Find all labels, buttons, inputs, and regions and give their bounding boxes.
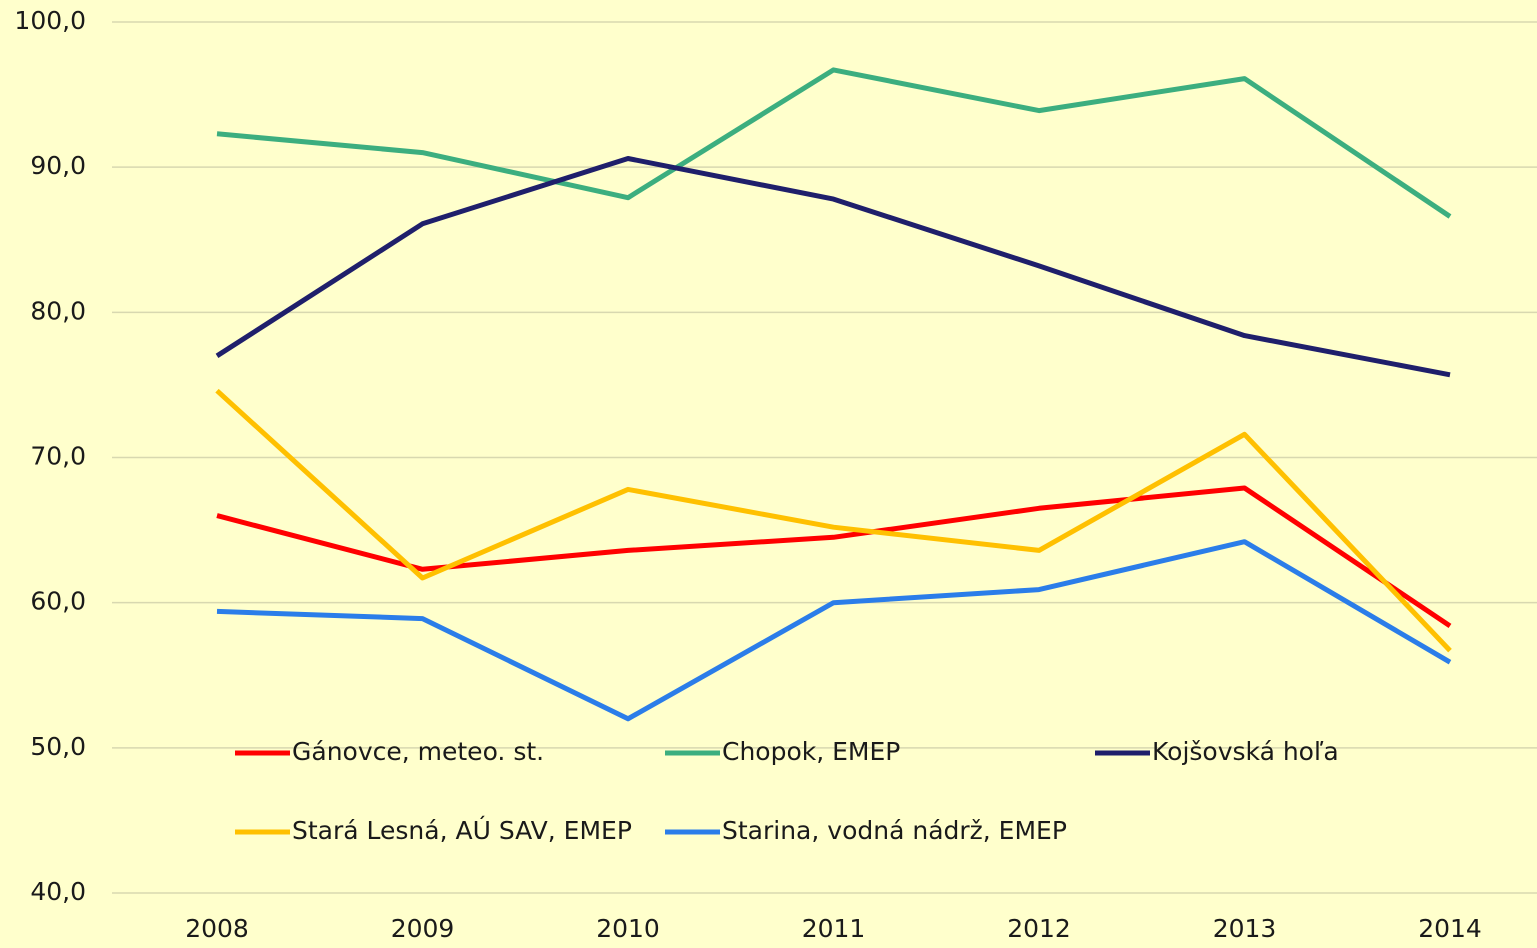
x-tick-label: 2014 [1418,914,1482,943]
series-line [216,485,1452,628]
y-tick-label: 60,0 [30,587,86,616]
x-tick-label: 2008 [185,914,249,943]
y-tick-label: 100,0 [14,6,86,35]
y-tick-label: 40,0 [30,877,86,906]
x-tick-label: 2011 [802,914,866,943]
x-tick-label: 2012 [1007,914,1071,943]
y-tick-label: 90,0 [30,151,86,180]
legend-label: Starina, vodná nádrž, EMEP [722,816,1067,845]
series-line [215,388,1452,653]
legend-label: Kojšovská hoľa [1152,737,1339,766]
series-line [215,156,1451,378]
legend-label: Gánovce, meteo. st. [292,737,544,766]
x-tick-label: 2013 [1213,914,1277,943]
series-line [216,67,1452,219]
legend-label: Chopok, EMEP [722,737,900,766]
legend-label: Stará Lesná, AÚ SAV, EMEP [292,815,632,845]
x-tick-label: 2009 [391,914,455,943]
series-line [216,539,1452,722]
y-tick-label: 70,0 [30,442,86,471]
x-tick-label: 2010 [596,914,660,943]
y-tick-label: 80,0 [30,296,86,325]
y-tick-label: 50,0 [30,732,86,761]
